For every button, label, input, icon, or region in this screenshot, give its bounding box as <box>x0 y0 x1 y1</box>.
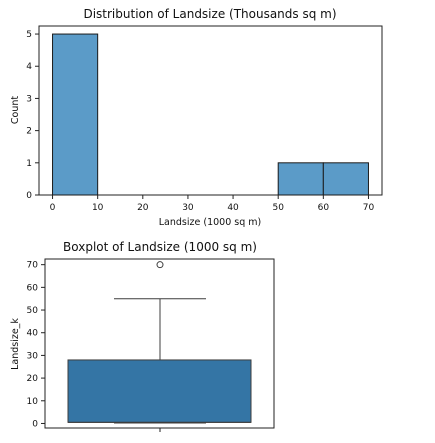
histogram-bar <box>52 33 99 196</box>
histogram-y-ticks: 0 1 2 3 4 5 <box>26 30 39 201</box>
histogram-x-tick-label: 10 <box>92 203 104 213</box>
histogram-x-ticks: 0 10 20 30 40 50 60 70 <box>50 195 375 213</box>
histogram-plot-frame <box>38 25 383 196</box>
boxplot-marks <box>67 261 252 424</box>
boxplot-box <box>67 359 252 423</box>
boxplot-outlier <box>156 261 164 269</box>
histogram-y-tick-label: 3 <box>26 94 32 104</box>
boxplot-y-tick-label: 70 <box>27 261 39 271</box>
histogram-x-tick-label: 20 <box>137 203 149 213</box>
histogram-title: Distribution of Landsize (Thousands sq m… <box>83 7 336 21</box>
histogram-y-tick-label: 4 <box>26 62 32 72</box>
histogram-x-axis-label: Landsize (1000 sq m) <box>159 217 261 228</box>
boxplot-y-tick-label: 40 <box>27 329 39 339</box>
boxplot-y-tick-label: 0 <box>32 419 38 429</box>
boxplot-y-ticks: 0 10 20 30 40 50 60 70 <box>27 261 45 429</box>
histogram-bars <box>52 33 369 196</box>
boxplot-title: Boxplot of Landsize (1000 sq m) <box>63 240 257 254</box>
boxplot-y-tick-label: 50 <box>27 306 39 316</box>
boxplot-y-axis-label: Landsize_k <box>10 318 21 370</box>
histogram-x-tick-label: 40 <box>227 203 239 213</box>
histogram-y-tick-label: 2 <box>26 127 32 137</box>
histogram-y-tick-label: 1 <box>26 159 32 169</box>
histogram-bar <box>322 162 369 196</box>
boxplot-y-tick-label: 10 <box>27 397 39 407</box>
histogram-y-axis-label: Count <box>10 96 21 124</box>
histogram-y-tick-label: 0 <box>26 191 32 201</box>
histogram-x-tick-label: 0 <box>50 203 56 213</box>
histogram-bar <box>277 162 324 196</box>
histogram-x-tick-label: 60 <box>318 203 330 213</box>
histogram-chart: Distribution of Landsize (Thousands sq m… <box>10 7 383 228</box>
histogram-x-tick-label: 70 <box>363 203 375 213</box>
boxplot-y-tick-label: 30 <box>27 351 39 361</box>
histogram-y-tick-label: 5 <box>26 30 32 40</box>
boxplot-chart: Boxplot of Landsize (1000 sq m) 0 10 20 30 4… <box>10 240 275 432</box>
histogram-x-tick-label: 50 <box>272 203 284 213</box>
histogram-x-tick-label: 30 <box>182 203 194 213</box>
boxplot-y-tick-label: 20 <box>27 374 39 384</box>
boxplot-y-tick-label: 60 <box>27 283 39 293</box>
